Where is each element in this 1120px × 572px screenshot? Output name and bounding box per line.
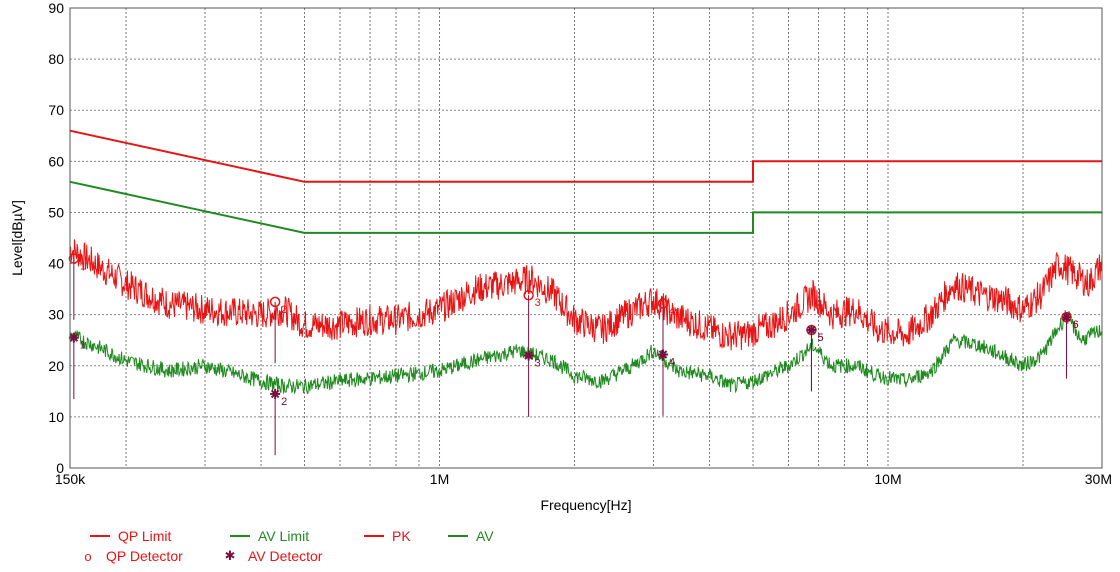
y-tick-label: 40 bbox=[48, 256, 64, 272]
av-detector-label: 1 bbox=[80, 340, 86, 352]
legend-label-qp-limit: QP Limit bbox=[118, 528, 172, 544]
av-detector-marker bbox=[68, 332, 79, 343]
legend-item-pk: PK bbox=[364, 528, 411, 544]
legend-item-av-detector: ✱ AV Detector bbox=[220, 548, 323, 564]
av-detector-marker bbox=[806, 325, 817, 335]
legend-swatch-qp-limit bbox=[90, 535, 110, 537]
legend-label-av: AV bbox=[476, 528, 494, 544]
legend-label-qp-detector: QP Detector bbox=[106, 548, 183, 564]
qp-limit-line bbox=[69, 129, 1102, 183]
y-tick-label: 10 bbox=[48, 409, 64, 425]
legend-label-av-detector: AV Detector bbox=[248, 548, 323, 564]
emission-chart: 0 10 20 30 40 50 60 70 80 90 150k 1M 10M 30M 1 2 3 4 5 6 1… bbox=[9, 0, 1112, 513]
y-tick-label: 20 bbox=[48, 358, 64, 374]
y-tick-label: 80 bbox=[48, 51, 64, 67]
legend-item-av-limit: AV Limit bbox=[230, 528, 309, 544]
legend: QP Limit AV Limit PK AV o QP Detector ✱ … bbox=[78, 528, 598, 570]
x-axis-title: Frequency[Hz] bbox=[540, 497, 631, 513]
av-detector-stroke bbox=[270, 389, 280, 399]
y-tick-label: 50 bbox=[48, 204, 64, 220]
qp-detector-label: 2 bbox=[281, 304, 287, 316]
legend-swatch-av-limit bbox=[230, 535, 250, 537]
y-tick-label: 70 bbox=[48, 102, 64, 118]
legend-item-qp-limit: QP Limit bbox=[90, 528, 171, 544]
y-tick-label: 30 bbox=[48, 307, 64, 323]
legend-label-pk: PK bbox=[392, 528, 411, 544]
y-tick-label: 0 bbox=[56, 460, 64, 476]
x-tick-label: 10M bbox=[874, 471, 901, 487]
circle-marker-icon: o bbox=[84, 548, 92, 564]
qp-detector-marker bbox=[523, 289, 534, 301]
limit-lines bbox=[69, 129, 1102, 234]
y-axis-title: Level[dBµV] bbox=[9, 200, 25, 276]
av-detector-stroke bbox=[1062, 312, 1071, 322]
qp-detector-label: 1 bbox=[80, 260, 86, 272]
av-detector-marker bbox=[523, 350, 534, 361]
qp-detector-label: 6 bbox=[1072, 319, 1078, 331]
av-detector-label: 5 bbox=[817, 332, 823, 344]
y-tick-label: 90 bbox=[48, 0, 64, 16]
av-detector-stroke bbox=[807, 325, 816, 335]
x-tick-labels: 150k 1M 10M 30M bbox=[55, 471, 1112, 487]
av-detector-marker bbox=[270, 388, 281, 399]
qp-detector-marker bbox=[657, 298, 669, 309]
av-trace bbox=[69, 310, 1103, 395]
av-detector-marker bbox=[1061, 312, 1072, 323]
legend-label-av-limit: AV Limit bbox=[258, 528, 310, 544]
asterisk-marker-icon: ✱ bbox=[224, 548, 236, 563]
x-tick-label: 150k bbox=[55, 471, 86, 487]
av-detector-label: 2 bbox=[281, 396, 287, 408]
y-tick-labels: 0 10 20 30 40 50 60 70 80 90 bbox=[48, 0, 64, 476]
av-detector-label: 3 bbox=[535, 358, 541, 370]
y-tick-label: 60 bbox=[48, 153, 64, 169]
legend-swatch-av bbox=[448, 535, 468, 537]
qp-detector-marker bbox=[68, 253, 80, 264]
grid bbox=[70, 8, 1102, 468]
av-limit-line bbox=[69, 180, 1102, 234]
legend-item-qp-detector: o QP Detector bbox=[78, 548, 183, 564]
qp-detector-label: 3 bbox=[535, 297, 541, 309]
av-detector-stroke bbox=[69, 333, 79, 342]
measurement-traces bbox=[69, 239, 1103, 395]
legend-item-av: AV bbox=[448, 528, 494, 544]
av-detector-label: 6 bbox=[1072, 319, 1078, 331]
av-detector-stroke bbox=[658, 350, 668, 359]
av-detector-stroke bbox=[524, 351, 533, 360]
qp-detector-marker bbox=[269, 296, 281, 308]
qp-detector-label: 5 bbox=[817, 332, 823, 344]
plot-frame bbox=[69, 7, 1103, 469]
x-tick-label: 30M bbox=[1085, 471, 1112, 487]
x-tick-label: 1M bbox=[430, 471, 449, 487]
av-detector-marker bbox=[658, 349, 669, 360]
av-detector-label: 4 bbox=[669, 357, 675, 369]
qp-detector-label: 4 bbox=[669, 305, 675, 317]
pk-trace bbox=[69, 239, 1103, 351]
legend-swatch-pk bbox=[364, 535, 384, 537]
